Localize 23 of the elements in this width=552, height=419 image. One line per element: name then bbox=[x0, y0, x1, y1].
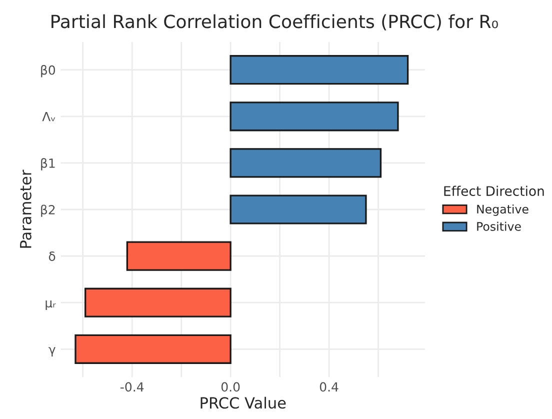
y-tick-label: γ bbox=[48, 347, 56, 357]
legend-title: Effect Direction bbox=[444, 186, 544, 196]
bar bbox=[84, 288, 232, 318]
y-tick-label: β2 bbox=[41, 204, 55, 217]
y-tick-label: δ bbox=[48, 252, 56, 261]
legend-label: Positive bbox=[477, 222, 521, 231]
x-axis-title: PRCC Value bbox=[200, 396, 286, 409]
bar bbox=[230, 194, 367, 224]
legend-label: Negative bbox=[477, 204, 528, 216]
bar bbox=[74, 334, 232, 364]
chart-title: Partial Rank Correlation Coefficients (PRCC) for R₀ bbox=[52, 14, 498, 30]
x-tick-label: 0.0 bbox=[221, 382, 240, 392]
bar bbox=[230, 148, 382, 178]
y-tick-label: μᵣ bbox=[46, 300, 56, 310]
y-axis-title: Parameter bbox=[20, 170, 32, 248]
y-tick-label: β0 bbox=[41, 65, 56, 78]
bar bbox=[230, 102, 399, 132]
bar bbox=[230, 55, 409, 85]
x-tick-label: -0.4 bbox=[120, 382, 144, 392]
y-tick-label: β1 bbox=[41, 158, 55, 170]
bar bbox=[126, 241, 232, 271]
x-tick-label: 0.4 bbox=[320, 382, 338, 392]
y-tick-label: Λᵥ bbox=[42, 112, 56, 122]
